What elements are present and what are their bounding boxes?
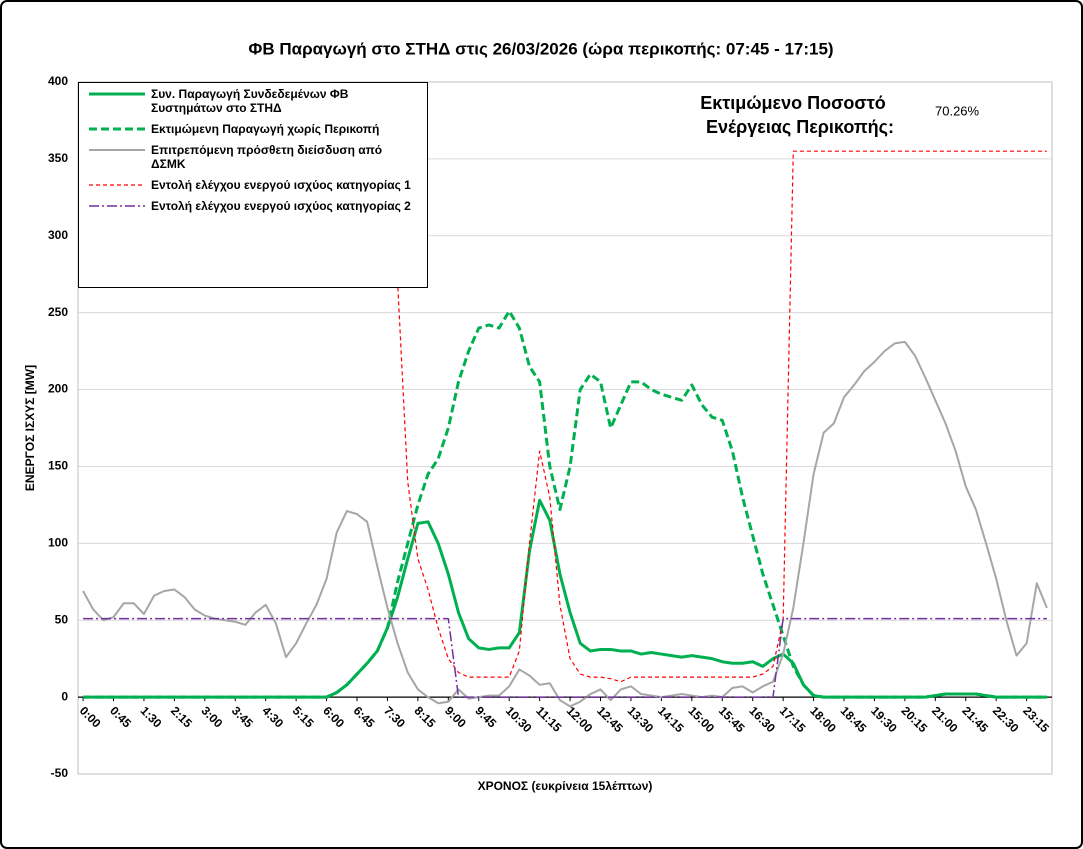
y-tick-label: 300 [48,228,68,242]
y-tick-label: 200 [48,382,68,396]
y-tick-label: 400 [48,74,68,88]
legend-label: Συν. Παραγωγή Συνδεδεμένων ΦΒ Συστημάτων… [151,87,349,115]
legend-label: Εντολή ελέγχου ενεργού ισχύος κατηγορίας… [151,178,411,192]
annotation-line: Εκτιμώμενο Ποσοστό [700,93,886,113]
plot-border [77,81,1053,775]
legend-item: Εντολή ελέγχου ενεργού ισχύος κατηγορίας… [85,178,421,192]
y-tick-label: 50 [55,612,69,626]
series-line [82,340,1048,708]
series-line [83,309,1047,699]
y-tick-label: -50 [51,766,69,780]
legend-item: Εντολή ελέγχου ενεργού ισχύος κατηγορίας… [85,199,421,213]
y-tick-label: 100 [48,536,68,550]
legend-swatch [89,127,145,131]
y-axis-label: ΕΝΕΡΓΟΣ ΙΣΧΥΣ [MW] [23,365,37,491]
legend-item: Επιτρεπόμενη πρόσθετη διείσδυση από ΔΣΜΚ [85,143,421,171]
legend-item: Συν. Παραγωγή Συνδεδεμένων ΦΒ Συστημάτων… [85,87,421,115]
legend-label: Εκτιμώμενη Παραγωγή χωρίς Περικοπή [151,122,380,136]
legend-swatch [89,184,145,186]
legend-swatch [89,205,145,207]
legend-item: Εκτιμώμενη Παραγωγή χωρίς Περικοπή [85,122,421,136]
annotation-line: Ενέργειας Περικοπής: [706,117,894,137]
series-line [83,617,1047,698]
chart-title: ΦΒ Παραγωγή στο ΣΤΗΔ στις 26/03/2026 (ώρ… [248,39,833,58]
legend: Συν. Παραγωγή Συνδεδεμένων ΦΒ Συστημάτων… [78,82,428,288]
legend-swatch [89,149,145,151]
annotation-value: 70.26% [935,103,980,118]
legend-label: Επιτρεπόμενη πρόσθετη διείσδυση από ΔΣΜΚ [151,143,383,171]
series-lines [82,150,1048,708]
y-tick-label: 150 [48,459,68,473]
series-line [83,150,1047,683]
y-tick-label: 350 [48,151,68,165]
y-tick-label: 0 [61,689,68,703]
legend-label: Εντολή ελέγχου ενεργού ισχύος κατηγορίας… [151,199,411,213]
y-tick-label: 250 [48,305,68,319]
legend-swatch [89,92,145,96]
x-axis-label: ΧΡΟΝΟΣ (ευκρίνεια 15λέπτων) [478,779,653,793]
